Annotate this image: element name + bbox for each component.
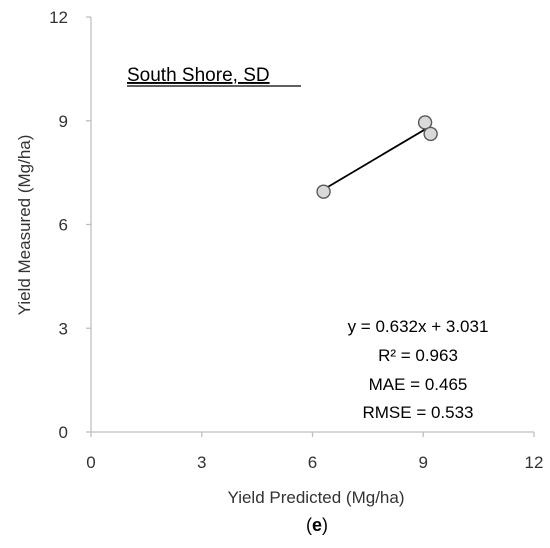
panel-label: (e) xyxy=(306,515,328,535)
x-tick-label: 3 xyxy=(197,453,206,472)
data-point xyxy=(417,115,433,130)
annotations: y = 0.632x + 3.031 R² = 0.963 MAE = 0.465 R… xyxy=(348,317,489,422)
y-tick-label: 6 xyxy=(59,216,68,235)
x-tick-label: 12 xyxy=(525,453,544,472)
y-tick-label: 9 xyxy=(59,112,68,131)
y-tick-label: 0 xyxy=(59,423,68,442)
x-tick-label: 0 xyxy=(86,453,95,472)
y-axis-title: Yield Measured (Mg/ha) xyxy=(15,135,34,316)
trendline xyxy=(323,125,432,191)
x-tick-label: 9 xyxy=(419,453,428,472)
annotation-line: RMSE = 0.533 xyxy=(362,403,473,422)
trendline-group xyxy=(323,125,432,191)
x-axis-title: Yield Predicted (Mg/ha) xyxy=(227,488,404,507)
annotation-line: y = 0.632x + 3.031 xyxy=(348,317,489,336)
x-tick-labels: 0 3 6 9 12 xyxy=(86,432,543,472)
y-tick-label: 3 xyxy=(59,319,68,338)
y-tick-label: 12 xyxy=(49,8,68,27)
x-tick-label: 6 xyxy=(308,453,317,472)
chart-title: South Shore, SD xyxy=(127,65,270,86)
annotation-line: MAE = 0.465 xyxy=(369,375,468,394)
data-point xyxy=(423,126,438,142)
y-tick-labels: 0 3 6 9 12 xyxy=(49,8,91,442)
data-point xyxy=(316,184,331,199)
annotation-line: R² = 0.963 xyxy=(378,346,458,365)
data-points xyxy=(316,115,438,199)
